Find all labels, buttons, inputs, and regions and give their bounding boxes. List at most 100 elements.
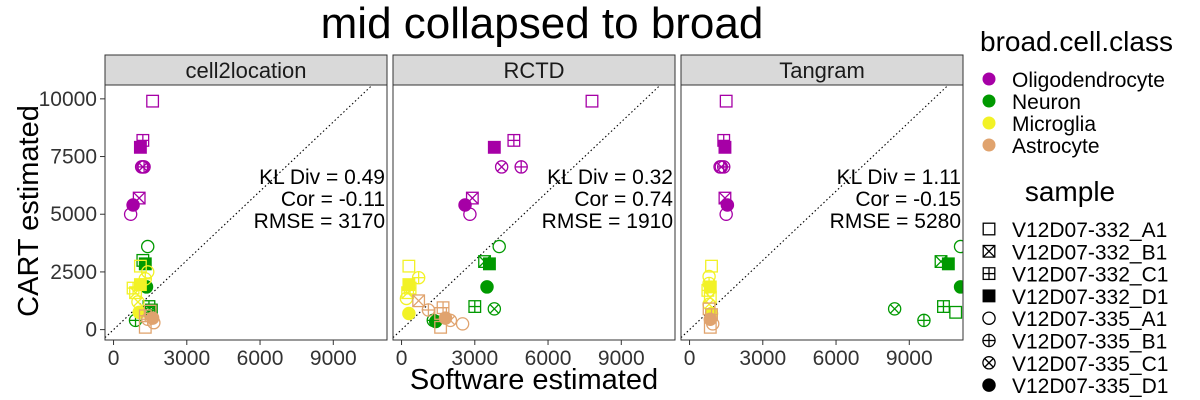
points [123,94,161,334]
stat-annotation: Cor = -0.15 [855,188,961,211]
x-tick-label: 9000 [886,347,933,370]
identity-reference-line [393,85,661,339]
points [399,94,599,334]
data-point [140,265,155,279]
data-point [402,306,416,321]
shape-legend-item: V12D07-332_D1 [982,286,1168,309]
shape-legend-item: V12D07-332_A1 [982,219,1167,242]
data-point [703,280,717,294]
color-legend-label: Neuron [1012,91,1081,114]
data-point [140,239,155,254]
color-legend-item: Neuron [982,91,1081,114]
x-tick-label: 0 [684,347,696,370]
facet-strip [104,54,388,86]
data-point [136,160,150,174]
shape-legend-symbol [982,222,996,236]
data-point [494,160,509,174]
shape-legend-item: V12D07-332_C1 [982,264,1168,287]
data-point [131,295,145,309]
chart-title: mid collapsed to broad [321,0,764,48]
facet-strip-label: Tangram [779,58,865,83]
shape-legend-item: V12D07-332_B1 [982,241,1167,264]
color-legend-swatch [982,94,996,108]
data-point [411,270,426,285]
data-point [953,280,963,294]
data-point [514,160,528,174]
panel-border [680,84,964,341]
data-point [480,280,494,294]
data-point [123,207,138,221]
stat-annotation: Cor = -0.11 [281,188,385,211]
identity-reference-line [105,85,373,339]
data-point [463,207,477,221]
shape-legend-label: V12D07-332_A1 [1012,219,1167,242]
facet-strip-label: cell2location [185,58,306,83]
shape-legend-symbol [982,244,996,258]
x-tick-label: 0 [396,347,408,370]
identity-reference-line [681,85,949,339]
shape-legend-symbol [982,333,996,348]
y-tick-label: 10000 [39,88,97,111]
shape-legend-symbol [982,289,996,303]
data-point [465,191,479,205]
y-tick-label: 0 [85,319,97,342]
facet-strip-label: RCTD [503,58,564,83]
stat-annotation: KL Div = 1.11 [837,166,961,189]
data-point [703,320,717,334]
data-point [487,140,501,154]
shape-legend-item: V12D07-335_C1 [982,353,1168,376]
color-legend-swatch [982,72,996,86]
data-point [719,94,733,108]
x-tick-label: 6000 [813,347,860,370]
shape-legend-label: V12D07-332_C1 [1012,264,1168,287]
shape-legend-item: V12D07-335_A1 [982,308,1167,331]
data-point [402,278,416,292]
panel-border [392,84,676,341]
data-point [443,313,458,328]
x-tick-label: 9000 [598,347,645,370]
shape-legend-label: V12D07-335_D1 [1012,375,1168,398]
data-point [402,259,416,273]
data-point [146,94,160,108]
stat-annotation: RMSE = 3170 [254,210,385,233]
y-axis-title: CART estimated [13,105,45,317]
x-tick-label: 6000 [525,347,572,370]
y-tick-label: 7500 [50,146,97,169]
data-point [138,257,152,271]
data-point [714,160,729,174]
color-legend-swatch [982,138,996,152]
shape-legend-label: V12D07-335_A1 [1012,308,1167,331]
data-point [953,239,963,254]
data-point [487,302,502,316]
y-tick-label: 2500 [50,261,97,284]
color-legend-label: Oligodendrocyte [1012,69,1165,92]
points [701,94,963,334]
shape-legend-item: V12D07-335_B1 [982,331,1167,354]
legend: broad.cell.class OligodendrocyteNeuronMic… [980,26,1173,398]
data-point [421,303,436,317]
data-point [585,94,599,108]
data-point [412,294,426,308]
shape-legend-item: V12D07-335_D1 [982,375,1168,398]
data-point [455,317,470,331]
data-point [140,312,155,326]
data-point [133,140,147,154]
data-point [941,257,955,271]
y-tick-label: 5000 [50,203,97,226]
x-tick-label: 3000 [451,347,498,370]
data-point [492,239,506,254]
x-tick-label: 3000 [163,347,210,370]
data-point [705,259,718,273]
color-legend-swatch [982,116,996,130]
color-legend-item: Microglia [982,113,1096,136]
color-legend-item: Oligodendrocyte [982,69,1165,92]
shape-legend-title: sample [1025,176,1115,207]
panel-border [104,84,388,341]
data-point [719,207,733,221]
data-point [706,317,720,331]
x-tick-label: 9000 [310,347,357,370]
stat-annotation: KL Div = 0.32 [547,166,673,189]
